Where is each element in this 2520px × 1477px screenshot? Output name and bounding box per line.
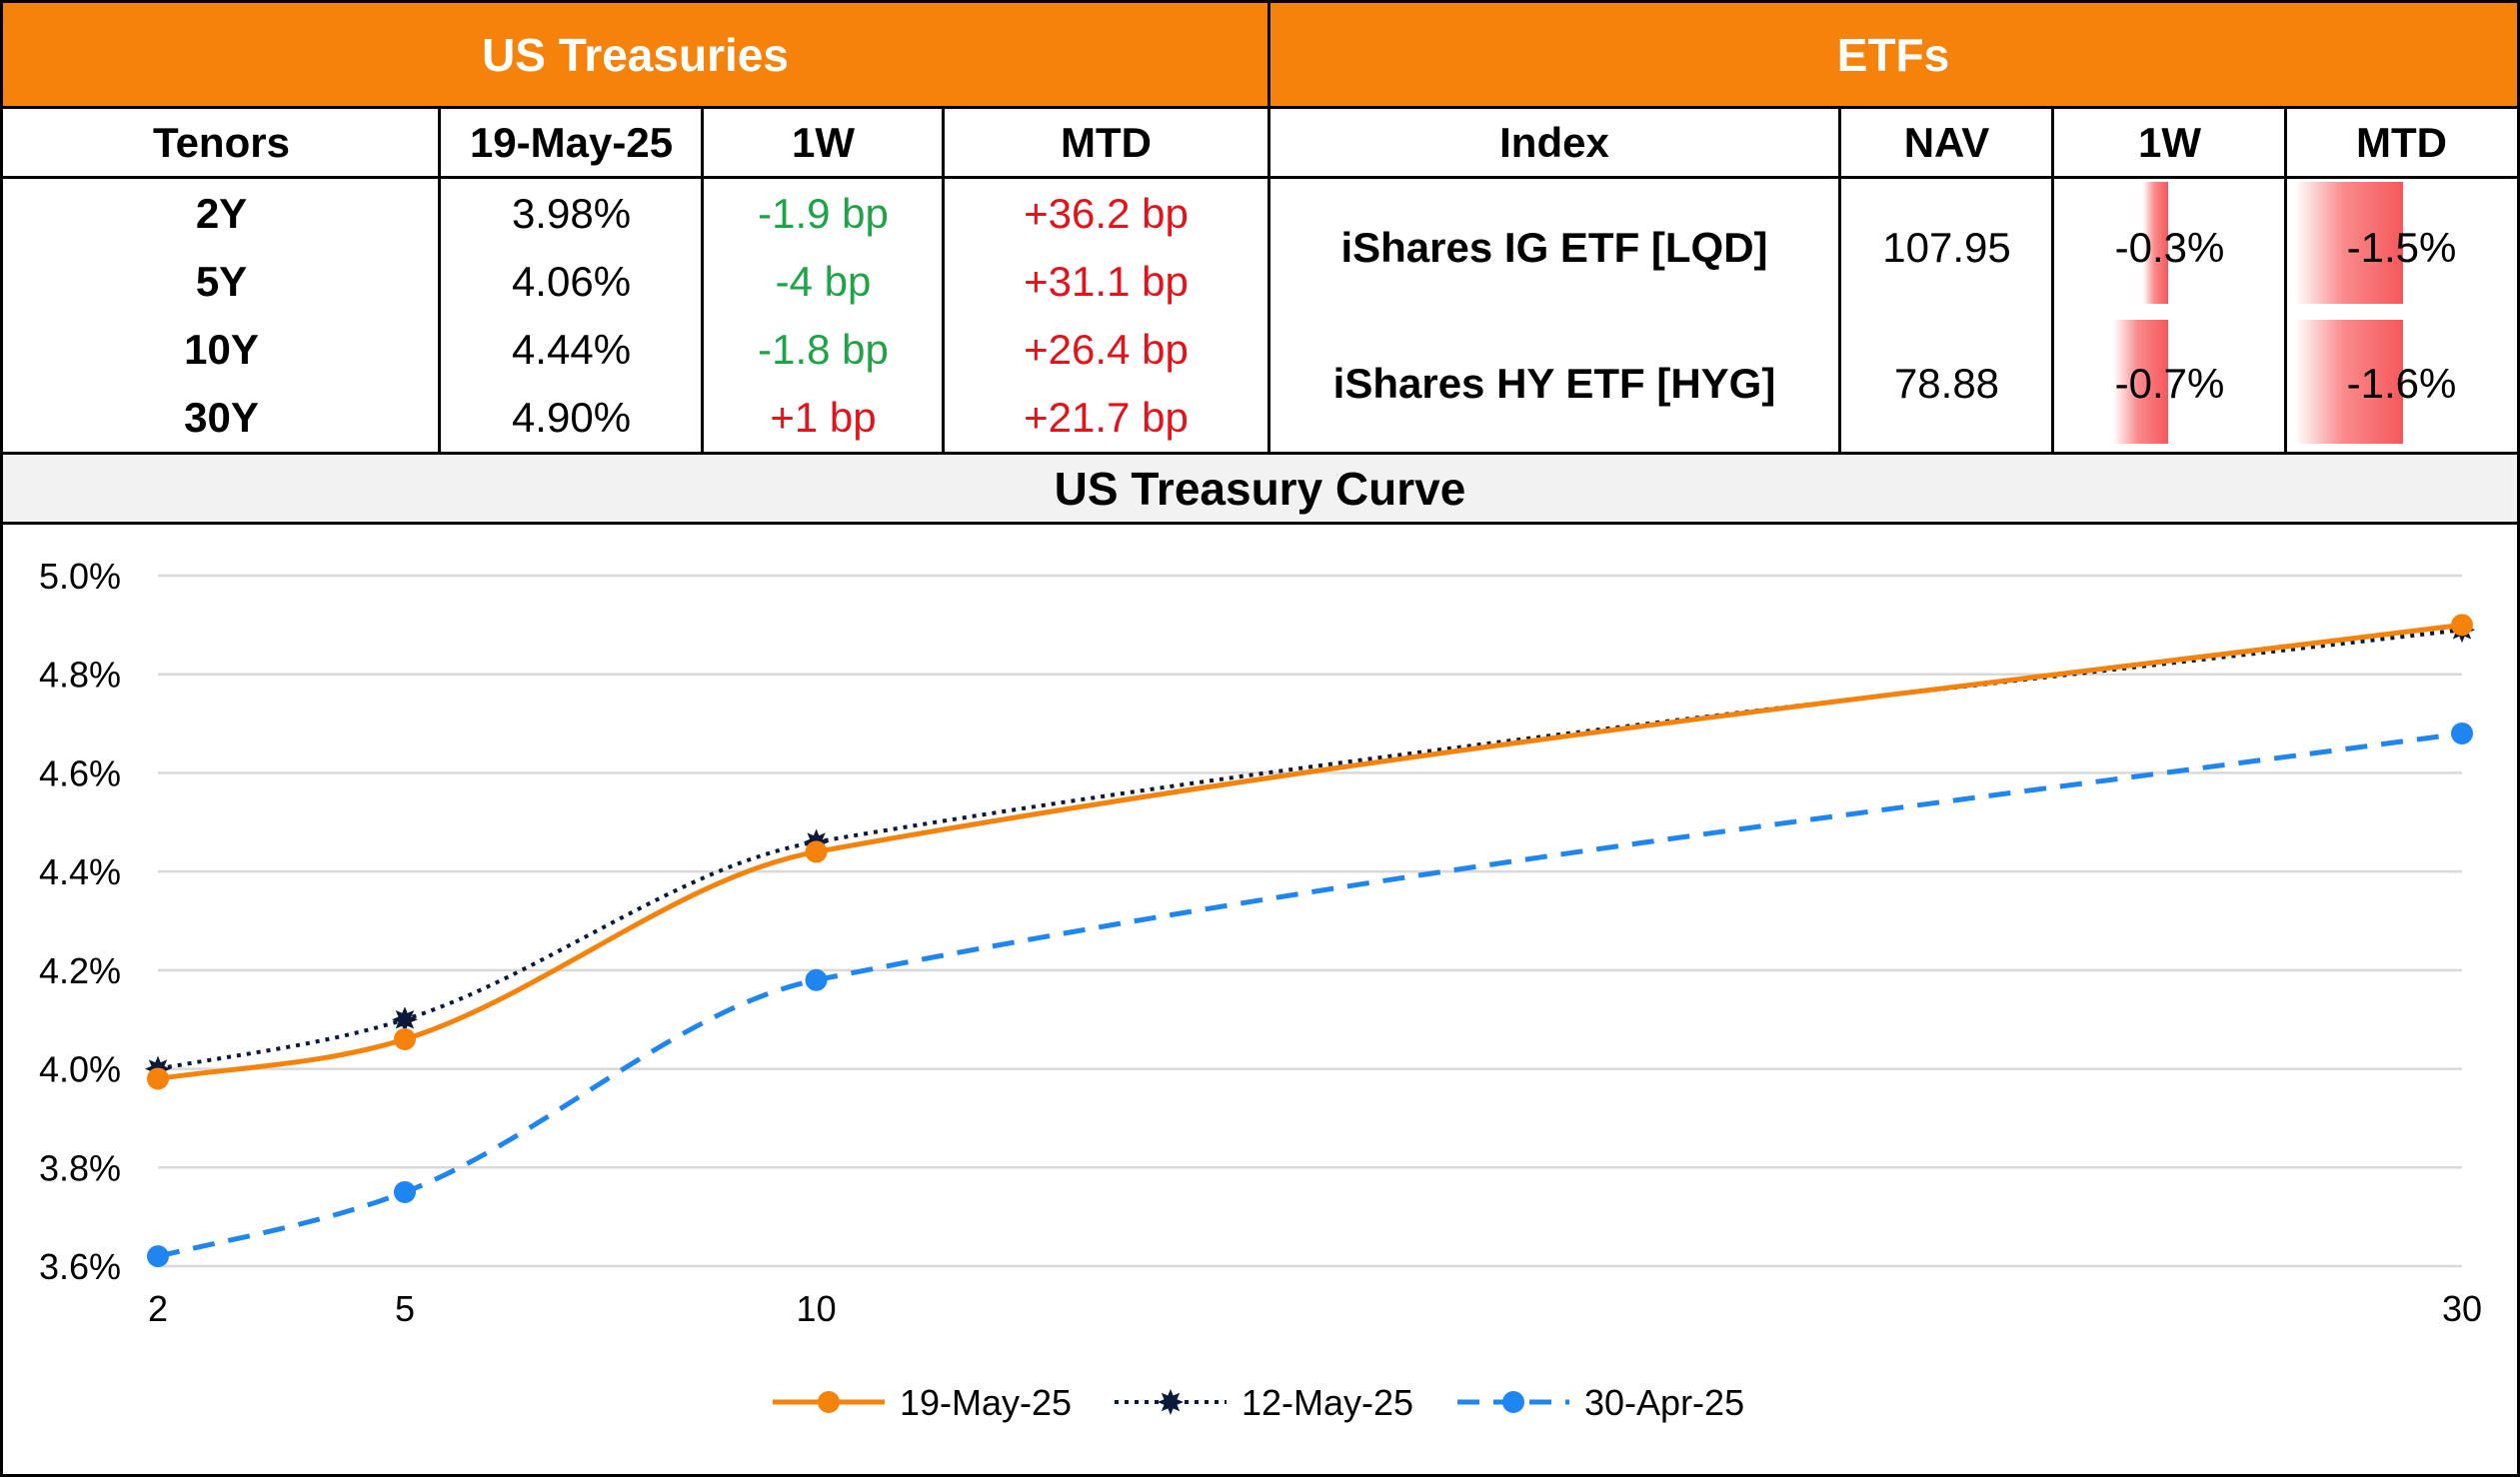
etf-mtd-cell: -1.5% bbox=[2346, 224, 2457, 271]
etf-mtd-cell: -1.6% bbox=[2346, 360, 2457, 407]
legend-label: 12-May-25 bbox=[1242, 1382, 1413, 1423]
yield-cell: 4.06% bbox=[511, 258, 632, 305]
series-line bbox=[157, 622, 2463, 1081]
treasury-curve-chart: 3.6%3.8%4.0%4.2%4.4%4.6%4.8%5.0% 2 5 10 30 … bbox=[39, 556, 2482, 1423]
col-header-etf-1w: 1W bbox=[2138, 119, 2201, 166]
y-tick-label: 4.2% bbox=[39, 950, 121, 991]
y-tick-label: 4.4% bbox=[39, 851, 121, 892]
data-point bbox=[805, 968, 828, 991]
data-point bbox=[805, 840, 828, 863]
table-border bbox=[438, 106, 441, 452]
data-point bbox=[393, 1180, 416, 1203]
change-1w-cell: -1.9 bp bbox=[758, 190, 889, 237]
change-1w-cell: -1.8 bp bbox=[758, 326, 889, 373]
change-1w-cell: +1 bp bbox=[770, 394, 877, 441]
col-header-index: Index bbox=[1499, 119, 1609, 166]
yield-cell: 4.90% bbox=[511, 394, 632, 441]
x-tick-label: 30 bbox=[2442, 1288, 2482, 1329]
table-border bbox=[0, 522, 2520, 525]
legend-label: 19-May-25 bbox=[900, 1382, 1072, 1423]
treasuries-title: US Treasuries bbox=[482, 29, 789, 81]
etf-nav-cell: 78.88 bbox=[1893, 360, 2000, 407]
x-tick-label: 2 bbox=[148, 1288, 168, 1329]
change-1w-cell: -4 bp bbox=[775, 258, 872, 305]
etf-mtd-bar bbox=[2295, 320, 2403, 444]
col-header-mtd: MTD bbox=[1061, 119, 1152, 166]
table-border bbox=[1267, 0, 1270, 452]
table-border bbox=[1838, 106, 1841, 452]
tenor-cell: 30Y bbox=[184, 394, 259, 441]
etfs-header: ETFs bbox=[1269, 3, 2517, 107]
table-border bbox=[2284, 106, 2287, 452]
yield-cell: 3.98% bbox=[511, 190, 632, 237]
data-point bbox=[2451, 722, 2473, 744]
data-point bbox=[393, 1027, 416, 1050]
y-tick-label: 3.6% bbox=[39, 1246, 121, 1287]
etf-index-cell: iShares HY ETF [HYG] bbox=[1332, 360, 1776, 407]
etf-1w-bar bbox=[2143, 182, 2168, 304]
etf-1w-bar bbox=[2113, 320, 2168, 444]
table-border bbox=[0, 106, 2520, 109]
tenor-cell: 5Y bbox=[195, 258, 248, 305]
col-header-nav: NAV bbox=[1903, 119, 1990, 166]
change-mtd-cell: +31.1 bp bbox=[1024, 258, 1189, 305]
y-tick-label: 4.8% bbox=[39, 655, 121, 696]
table-border bbox=[942, 106, 945, 452]
data-point bbox=[147, 1245, 169, 1268]
tenor-cell: 10Y bbox=[184, 326, 259, 373]
tenor-cell: 2Y bbox=[195, 190, 248, 237]
y-tick-label: 5.0% bbox=[39, 556, 121, 597]
data-point bbox=[2451, 614, 2473, 637]
table-border bbox=[701, 106, 704, 452]
table-border bbox=[0, 452, 2520, 455]
change-mtd-cell: +21.7 bp bbox=[1024, 394, 1189, 441]
etf-1w-cell: -0.3% bbox=[2114, 224, 2225, 271]
y-tick-label: 3.8% bbox=[39, 1147, 121, 1188]
change-mtd-cell: +36.2 bp bbox=[1024, 190, 1189, 237]
curve-title-bar: US Treasury Curve bbox=[3, 455, 2517, 522]
table-border-top bbox=[0, 0, 2520, 3]
legend-label: 30-Apr-25 bbox=[1584, 1382, 1744, 1423]
table-border bbox=[0, 176, 2520, 179]
table-border bbox=[2051, 106, 2054, 452]
chart-title: US Treasury Curve bbox=[1054, 462, 1466, 515]
table-border-left bbox=[0, 0, 3, 1477]
etf-mtd-bar bbox=[2295, 182, 2403, 304]
col-header-date: 19-May-25 bbox=[469, 119, 674, 166]
x-tick-label: 10 bbox=[797, 1288, 837, 1329]
etf-nav-cell: 107.95 bbox=[1882, 224, 2011, 271]
legend-marker bbox=[818, 1391, 840, 1413]
data-point bbox=[147, 1067, 169, 1090]
etf-index-cell: iShares IG ETF [LQD] bbox=[1340, 224, 1768, 271]
x-tick-label: 5 bbox=[395, 1288, 415, 1329]
col-header-etf-mtd: MTD bbox=[2356, 119, 2447, 166]
legend-marker bbox=[1502, 1391, 1524, 1413]
col-header-tenors: Tenors bbox=[153, 119, 290, 166]
col-header-1w: 1W bbox=[792, 119, 855, 166]
table-border-bottom bbox=[0, 1474, 2520, 1477]
treasuries-header: US Treasuries bbox=[3, 3, 1267, 107]
data-point bbox=[392, 1006, 418, 1033]
etf-1w-cell: -0.7% bbox=[2114, 360, 2225, 407]
table-border-right bbox=[2517, 0, 2520, 1477]
etfs-title: ETFs bbox=[1836, 29, 1950, 81]
y-tick-label: 4.0% bbox=[39, 1049, 121, 1090]
y-tick-label: 4.6% bbox=[39, 752, 121, 793]
change-mtd-cell: +26.4 bp bbox=[1024, 326, 1189, 373]
legend-marker bbox=[1158, 1389, 1184, 1415]
series-line bbox=[157, 628, 2463, 1071]
yield-cell: 4.44% bbox=[511, 326, 632, 373]
